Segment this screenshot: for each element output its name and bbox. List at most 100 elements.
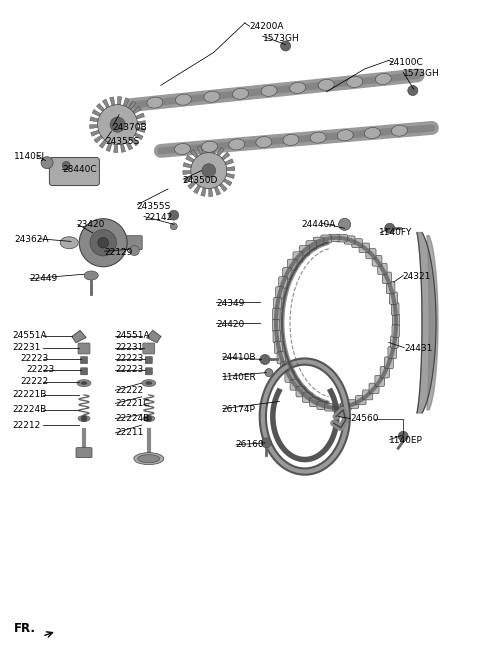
Ellipse shape — [202, 141, 217, 152]
Wedge shape — [114, 125, 118, 153]
Ellipse shape — [143, 415, 155, 422]
FancyBboxPatch shape — [391, 302, 399, 315]
Wedge shape — [91, 125, 118, 136]
Ellipse shape — [310, 132, 326, 143]
FancyBboxPatch shape — [384, 357, 393, 369]
Wedge shape — [118, 101, 136, 125]
Circle shape — [90, 230, 117, 256]
Wedge shape — [191, 150, 209, 171]
Wedge shape — [209, 159, 234, 171]
Text: 1140ER: 1140ER — [222, 373, 256, 382]
FancyBboxPatch shape — [372, 255, 382, 266]
Wedge shape — [118, 125, 133, 150]
Text: 22231: 22231 — [115, 343, 144, 352]
Text: 22129: 22129 — [105, 248, 133, 257]
Circle shape — [81, 415, 87, 422]
FancyBboxPatch shape — [359, 243, 370, 253]
FancyBboxPatch shape — [299, 245, 310, 256]
Circle shape — [262, 438, 271, 448]
Text: 24362A: 24362A — [14, 235, 49, 244]
Ellipse shape — [347, 76, 363, 87]
Text: 26174P: 26174P — [222, 405, 256, 415]
Text: 22224B: 22224B — [12, 405, 46, 415]
Text: 22223: 22223 — [20, 354, 48, 363]
Text: 1140FY: 1140FY — [379, 228, 413, 237]
FancyBboxPatch shape — [283, 268, 292, 279]
FancyBboxPatch shape — [313, 237, 324, 246]
Wedge shape — [209, 171, 221, 195]
Wedge shape — [209, 171, 234, 178]
Text: 23420: 23420 — [77, 220, 105, 229]
FancyBboxPatch shape — [380, 367, 389, 378]
Text: 24551A: 24551A — [12, 331, 47, 340]
FancyBboxPatch shape — [296, 386, 306, 397]
Wedge shape — [118, 125, 139, 146]
FancyBboxPatch shape — [306, 241, 316, 250]
Wedge shape — [102, 99, 118, 125]
Ellipse shape — [229, 139, 245, 150]
Wedge shape — [118, 121, 145, 125]
Circle shape — [265, 369, 273, 377]
Circle shape — [169, 210, 179, 220]
Circle shape — [110, 117, 125, 133]
Ellipse shape — [138, 455, 160, 462]
FancyBboxPatch shape — [143, 343, 155, 354]
Text: 24420: 24420 — [216, 320, 244, 329]
FancyBboxPatch shape — [389, 292, 397, 304]
FancyBboxPatch shape — [279, 277, 288, 289]
Wedge shape — [110, 97, 118, 125]
Polygon shape — [417, 233, 436, 413]
Wedge shape — [209, 148, 224, 171]
Wedge shape — [201, 171, 209, 196]
FancyBboxPatch shape — [390, 336, 398, 348]
Wedge shape — [209, 171, 227, 192]
Text: 24551A: 24551A — [115, 331, 150, 340]
Ellipse shape — [375, 73, 391, 85]
Text: 22212: 22212 — [12, 420, 40, 430]
FancyBboxPatch shape — [290, 379, 300, 390]
FancyBboxPatch shape — [277, 352, 286, 364]
Text: 22231: 22231 — [12, 343, 40, 352]
FancyBboxPatch shape — [145, 368, 152, 375]
Text: 1140EJ: 1140EJ — [14, 152, 46, 161]
Text: 24440A: 24440A — [301, 220, 336, 229]
FancyBboxPatch shape — [333, 404, 343, 411]
FancyBboxPatch shape — [348, 400, 359, 408]
FancyBboxPatch shape — [288, 259, 297, 270]
Text: 26160: 26160 — [235, 440, 264, 449]
Ellipse shape — [175, 94, 192, 105]
Wedge shape — [209, 145, 217, 171]
Text: 28440C: 28440C — [62, 165, 97, 174]
Wedge shape — [118, 125, 145, 133]
FancyBboxPatch shape — [145, 357, 152, 363]
Text: 22211: 22211 — [115, 428, 144, 438]
FancyBboxPatch shape — [317, 401, 328, 409]
FancyBboxPatch shape — [392, 314, 399, 326]
Wedge shape — [183, 163, 209, 171]
Ellipse shape — [60, 237, 78, 249]
FancyBboxPatch shape — [122, 236, 142, 250]
Wedge shape — [92, 110, 118, 125]
FancyBboxPatch shape — [274, 297, 282, 310]
Wedge shape — [96, 104, 118, 125]
FancyBboxPatch shape — [275, 341, 283, 354]
Ellipse shape — [318, 79, 334, 91]
Wedge shape — [184, 171, 209, 182]
Text: 24355S: 24355S — [106, 136, 140, 146]
Wedge shape — [90, 117, 118, 125]
Text: 24431: 24431 — [404, 344, 432, 354]
Ellipse shape — [146, 382, 152, 384]
Text: 22223: 22223 — [26, 365, 55, 375]
FancyBboxPatch shape — [375, 375, 384, 386]
Text: 22222: 22222 — [115, 386, 144, 395]
FancyBboxPatch shape — [78, 343, 90, 354]
Wedge shape — [186, 155, 209, 171]
FancyBboxPatch shape — [356, 396, 366, 405]
FancyBboxPatch shape — [81, 357, 87, 363]
Wedge shape — [193, 171, 209, 194]
Circle shape — [339, 218, 350, 230]
FancyBboxPatch shape — [302, 393, 313, 403]
Wedge shape — [209, 152, 230, 171]
Text: 24200A: 24200A — [250, 22, 284, 31]
Circle shape — [146, 415, 152, 422]
